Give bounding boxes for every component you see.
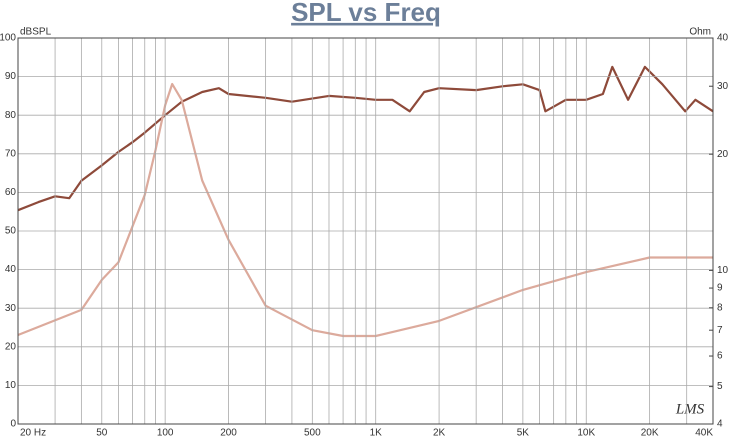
y-tick-label: 30 [5, 303, 17, 314]
x-tick-label: 20K [641, 428, 659, 439]
y-tick-label: 0 [10, 419, 16, 430]
y-tick-label: 20 [5, 341, 17, 352]
series-line [17, 65, 714, 212]
x-tick-label: 40K [695, 428, 713, 439]
y2-tick-label: 5 [717, 381, 723, 392]
x-tick-label: 50 [96, 428, 108, 439]
y-tick-label: 80 [5, 110, 17, 121]
y-axis-label: dBSPL [20, 27, 52, 38]
x-tick-label: 100 [157, 428, 174, 439]
x-tick-label: 5K [517, 428, 530, 439]
y2-tick-label: 40 [717, 33, 729, 44]
y2-tick-label: 20 [717, 149, 729, 160]
y-tick-label: 70 [5, 148, 17, 159]
y2-axis-label: Ohm [689, 27, 711, 38]
y-tick-label: 10 [5, 380, 17, 391]
plot-frame [17, 37, 714, 425]
x-tick-label: 200 [220, 428, 237, 439]
y-tick-label: 40 [5, 264, 17, 275]
series-line [17, 82, 713, 338]
y-tick-label: 50 [5, 226, 17, 237]
y2-tick-label: 7 [717, 325, 723, 336]
y2-tick-label: 6 [717, 351, 723, 362]
watermark: LMS [675, 401, 705, 417]
y-tick-label: 100 [0, 33, 16, 44]
y2-tick-label: 9 [717, 283, 723, 294]
x-tick-label: 20 Hz [20, 428, 46, 439]
y2-tick-label: 4 [717, 419, 723, 430]
x-tick-label: 500 [304, 428, 321, 439]
y2-tick-label: 8 [717, 302, 723, 313]
y2-tick-label: 10 [717, 265, 729, 276]
x-tick-label: 2K [433, 428, 446, 439]
y2-tick-label: 30 [717, 81, 729, 92]
y-tick-label: 60 [5, 187, 17, 198]
y-tick-label: 90 [5, 71, 17, 82]
chart-title: SPL vs Freq [291, 0, 441, 27]
x-tick-label: 10K [577, 428, 595, 439]
x-tick-label: 1K [370, 428, 383, 439]
